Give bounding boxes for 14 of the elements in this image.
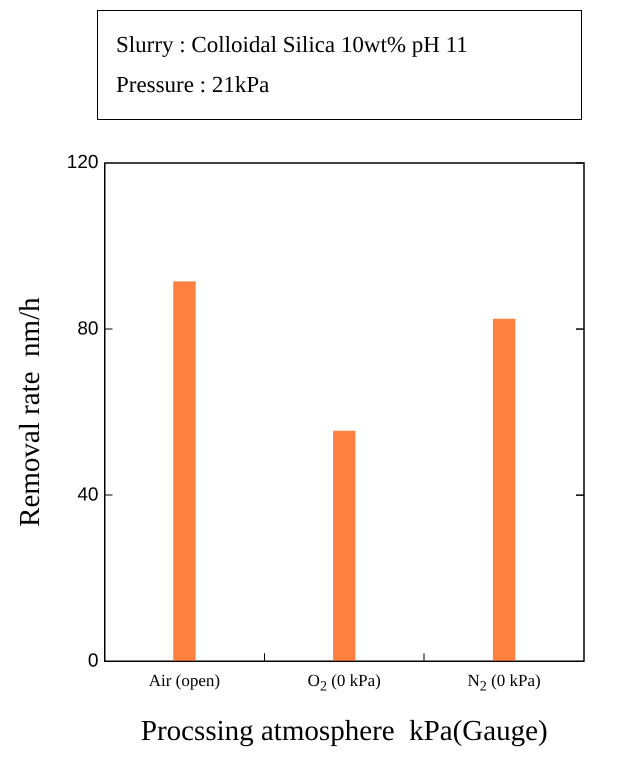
y-tick-label: 80 xyxy=(77,318,98,340)
y-tick-label: 0 xyxy=(88,650,98,672)
x-tick-label: Air (open) xyxy=(148,671,220,692)
x-tick-label: O$_{2}$ (0 kPa) xyxy=(308,671,381,696)
bar xyxy=(492,318,516,661)
y-tick-label: 40 xyxy=(77,484,98,506)
text: Slurry : Colloidal Silica 10wt% pH 11 xyxy=(116,31,469,59)
text: Pressure : 21kPa xyxy=(116,71,270,99)
x-tick-label: N$_{2}$ (0 kPa) xyxy=(467,671,541,696)
bar xyxy=(173,281,196,661)
x-axis-title: Procssing atmosphere kPa(Gauge) xyxy=(140,715,548,748)
y-tick-label: 120 xyxy=(66,152,98,174)
y-axis-title: Removal rate nm/h xyxy=(14,296,46,527)
bar xyxy=(333,430,356,661)
